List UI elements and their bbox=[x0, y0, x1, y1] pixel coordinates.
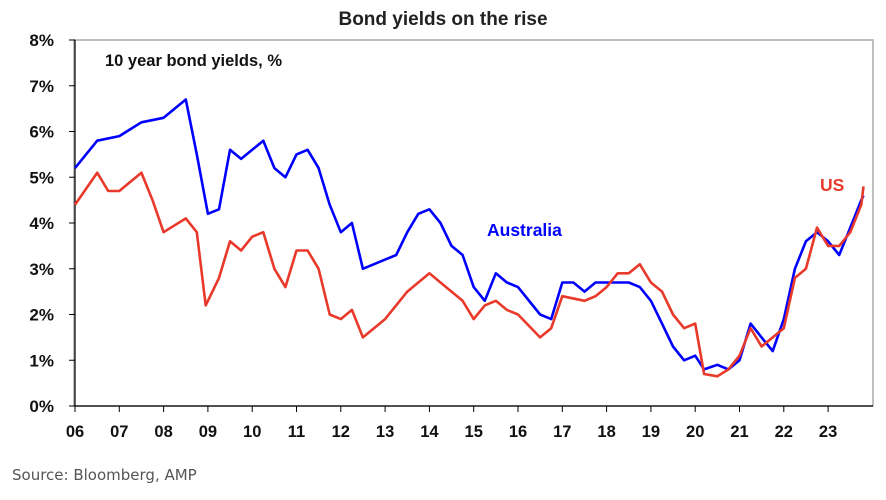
x-tick-label: 19 bbox=[642, 423, 660, 441]
series-line-australia bbox=[73, 98, 865, 371]
x-tick-label: 14 bbox=[420, 423, 439, 441]
x-tick-label: 13 bbox=[376, 423, 394, 441]
y-tick-label: 2% bbox=[29, 306, 54, 325]
x-tick-label: 18 bbox=[597, 423, 615, 441]
x-tick-label: 11 bbox=[288, 423, 305, 441]
x-tick-label: 09 bbox=[199, 423, 217, 441]
plot-frame bbox=[73, 39, 874, 407]
chart-subtitle: 10 year bond yields, % bbox=[105, 52, 282, 70]
y-tick-label: 4% bbox=[29, 214, 54, 233]
y-tick-label: 8% bbox=[29, 31, 54, 50]
x-tick-label: 22 bbox=[775, 423, 793, 441]
x-tick-label: 23 bbox=[819, 423, 837, 441]
label-australia: Australia bbox=[487, 220, 562, 240]
x-tick-label: 08 bbox=[154, 423, 172, 441]
y-tick-label: 0% bbox=[29, 397, 54, 416]
x-tick-label: 06 bbox=[66, 423, 84, 441]
x-tick-label: 12 bbox=[332, 423, 350, 441]
y-tick-label: 7% bbox=[29, 77, 54, 96]
chart-title: Bond yields on the rise bbox=[338, 9, 547, 30]
x-tick-label: 10 bbox=[243, 423, 261, 441]
y-tick-label: 1% bbox=[29, 351, 54, 370]
x-tick-label: 16 bbox=[509, 423, 527, 441]
x-tick-label: 21 bbox=[730, 423, 748, 441]
y-tick-label: 3% bbox=[29, 260, 54, 279]
x-tick-label: 07 bbox=[110, 423, 128, 441]
x-tick-label: 15 bbox=[465, 423, 483, 441]
label-us: US bbox=[820, 175, 844, 195]
y-tick-label: 6% bbox=[29, 123, 54, 142]
source-note: Source: Bloomberg, AMP bbox=[12, 466, 197, 484]
x-tick-label: 20 bbox=[686, 423, 704, 441]
y-tick-label: 5% bbox=[29, 168, 54, 187]
x-tick-label: 17 bbox=[553, 423, 571, 441]
series-line-us bbox=[73, 171, 865, 378]
